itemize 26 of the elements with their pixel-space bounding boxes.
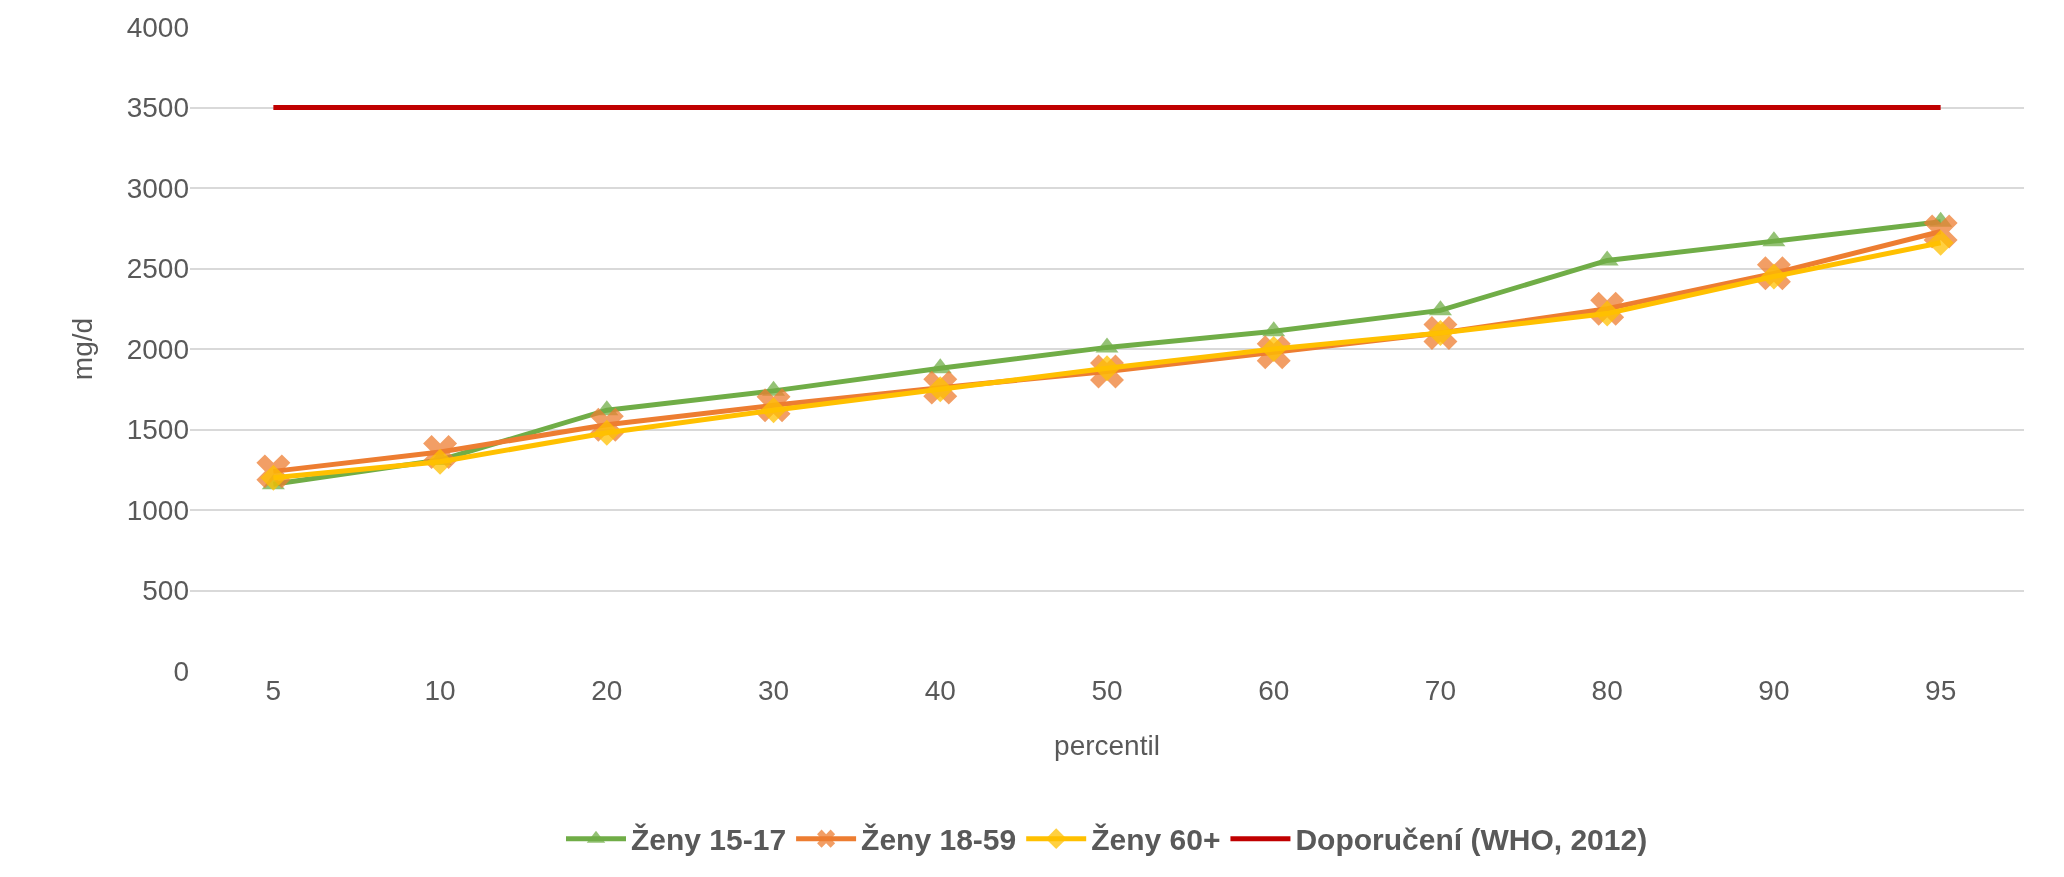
x-tick-label: 10 [424,675,456,706]
x-tick-label: 95 [1925,675,1957,706]
y-tick-label: 4000 [126,11,189,43]
legend-label: Ženy 60+ [1091,823,1221,857]
y-tick-label: 1000 [126,494,189,526]
y-tick-label: 1500 [126,414,189,446]
x-axis-title: percentil [1054,730,1160,762]
x-tick-label: 40 [924,675,956,706]
x-tick-label: 20 [591,675,623,706]
x-tick-label: 90 [1758,675,1790,706]
x-tick-label: 5 [265,675,282,706]
x-tick-label: 50 [1091,675,1123,706]
x-tick-label: 80 [1591,675,1623,706]
y-tick-label: 0 [173,655,189,687]
y-tick-label: 2500 [126,253,189,285]
x-tick-label: 70 [1424,675,1457,706]
y-tick-label: 3000 [126,172,189,204]
x-tick-label: 60 [1258,675,1290,706]
y-tick-label: 500 [142,575,189,607]
legend-label: Doporučení (WHO, 2012) [1295,823,1648,857]
y-tick-label: 2000 [126,333,189,365]
legend-label: Ženy 18-59 [861,823,1017,857]
x-tick-label: 30 [757,675,790,706]
legend-label: Ženy 15-17 [631,823,787,857]
y-tick-label: 3500 [126,92,189,124]
y-axis-title: mg/d [67,317,99,381]
